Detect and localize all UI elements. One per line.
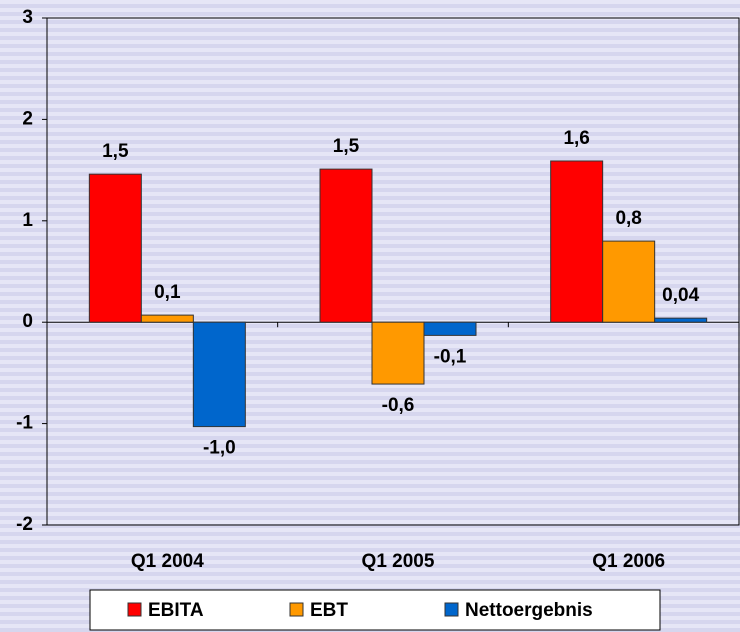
legend-label: Nettoergebnis [465, 600, 593, 621]
bar [192, 321, 246, 428]
data-label: -0,6 [382, 395, 415, 416]
plot-frame [46, 17, 740, 526]
y-tick-label: -1 [16, 413, 33, 434]
x-tick-label: Q1 2006 [592, 551, 665, 572]
bar [319, 168, 373, 323]
x-tick-label: Q1 2004 [131, 551, 204, 572]
legend-swatch [127, 602, 142, 617]
bar [550, 160, 604, 323]
legend-swatch [289, 602, 304, 617]
data-label: 1,5 [102, 141, 129, 162]
legend-box [89, 589, 661, 631]
bar [423, 321, 477, 336]
bar [140, 314, 194, 323]
legend-label: EBITA [148, 600, 204, 621]
bar [654, 317, 708, 323]
y-tick-label: 2 [22, 108, 33, 129]
data-label: 1,6 [563, 128, 589, 149]
y-tick-label: -2 [16, 514, 33, 535]
data-label: 0,1 [154, 282, 181, 303]
y-tick-label: 1 [22, 210, 33, 231]
y-tick-label: 0 [22, 311, 33, 332]
data-label: 0,8 [615, 208, 641, 229]
bar [602, 240, 656, 323]
bar [88, 173, 142, 323]
legend-label: EBT [310, 600, 348, 621]
data-label: 0,04 [662, 285, 699, 306]
y-tick-label: 3 [22, 7, 33, 28]
x-tick-label: Q1 2005 [362, 551, 435, 572]
data-label: -0,1 [434, 346, 467, 367]
legend-swatch [444, 602, 459, 617]
data-label: -1,0 [203, 438, 236, 459]
bar [371, 321, 425, 385]
data-label: 1,5 [333, 136, 360, 157]
